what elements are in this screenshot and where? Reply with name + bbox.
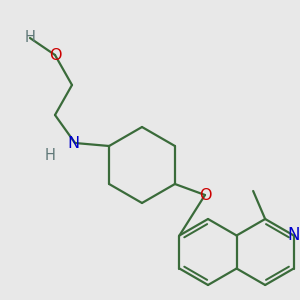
Text: N: N — [287, 226, 300, 244]
Text: N: N — [67, 136, 79, 151]
Text: O: O — [199, 188, 211, 202]
Text: H: H — [45, 148, 56, 163]
Text: O: O — [49, 47, 61, 62]
Text: H: H — [25, 31, 35, 46]
